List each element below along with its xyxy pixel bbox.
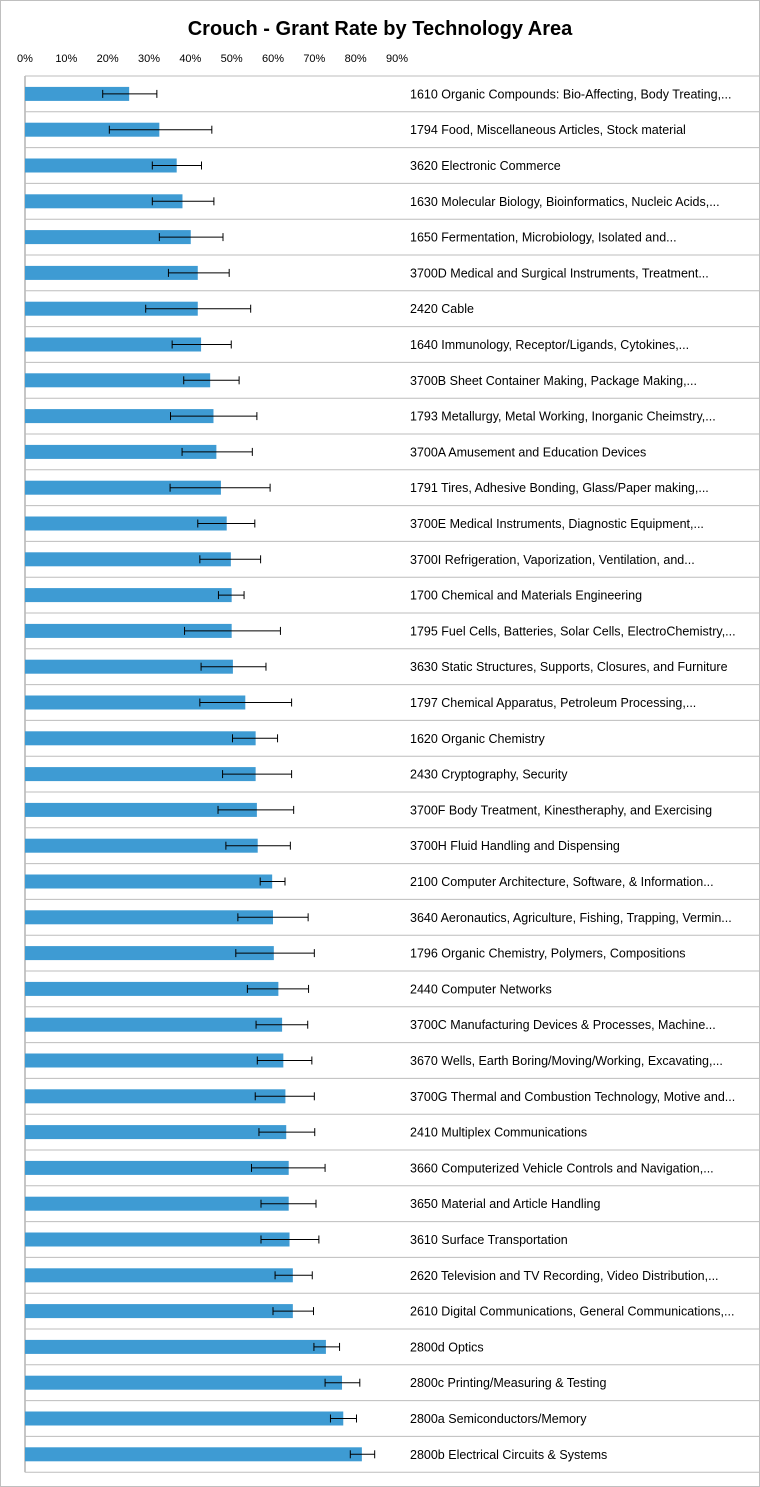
gridlines (24, 75, 759, 1473)
category-label: 3700C Manufacturing Devices & Processes,… (410, 1018, 716, 1032)
bar (25, 1196, 289, 1211)
category-label: 2420 Cable (410, 302, 474, 316)
category-label: 3640 Aeronautics, Agriculture, Fishing, … (410, 911, 732, 925)
x-tick-label: 50% (221, 53, 243, 65)
x-tick-label: 0% (17, 53, 33, 65)
bar (25, 480, 221, 495)
bar (25, 838, 258, 853)
bar (25, 444, 217, 459)
category-label: 1640 Immunology, Receptor/Ligands, Cytok… (410, 338, 689, 352)
bar (25, 1089, 286, 1104)
x-tick-label: 30% (138, 53, 160, 65)
bar (25, 1160, 289, 1175)
category-label: 2100 Computer Architecture, Software, & … (410, 875, 714, 889)
bar (25, 659, 233, 674)
bar (25, 1411, 344, 1426)
bar (25, 588, 232, 603)
category-label: 3700I Refrigeration, Vaporization, Venti… (410, 553, 695, 567)
bar (25, 767, 256, 782)
category-label: 3630 Static Structures, Supports, Closur… (410, 660, 728, 674)
bar (25, 265, 198, 280)
category-label: 1795 Fuel Cells, Batteries, Solar Cells,… (410, 624, 736, 638)
bar (25, 1375, 343, 1390)
bar (25, 802, 257, 817)
error-bars (102, 89, 376, 1459)
bar (25, 1053, 284, 1068)
x-tick-label: 70% (303, 53, 325, 65)
bar (25, 1339, 326, 1354)
category-label: 3700D Medical and Surgical Instruments, … (410, 266, 709, 280)
bar (25, 731, 256, 746)
category-label: 2800d Optics (410, 1340, 484, 1354)
bar (25, 301, 198, 316)
chart-title: Crouch - Grant Rate by Technology Area (188, 18, 573, 40)
category-label: 3620 Electronic Commerce (410, 159, 561, 173)
bar (25, 409, 214, 424)
bar (25, 1447, 362, 1462)
bar (25, 874, 273, 889)
bar (25, 373, 211, 388)
category-label: 1796 Organic Chemistry, Polymers, Compos… (410, 947, 686, 961)
category-label: 3700E Medical Instruments, Diagnostic Eq… (410, 517, 704, 531)
category-label: 3650 Material and Article Handling (410, 1197, 600, 1211)
category-label: 3700H Fluid Handling and Dispensing (410, 839, 620, 853)
category-label: 2620 Television and TV Recording, Video … (410, 1269, 719, 1283)
category-label: 3700F Body Treatment, Kinestheraphy, and… (410, 803, 712, 817)
category-label: 3700G Thermal and Combustion Technology,… (410, 1090, 735, 1104)
category-label: 2410 Multiplex Communications (410, 1126, 587, 1140)
bar (25, 337, 202, 352)
category-label: 1793 Metallurgy, Metal Working, Inorgani… (410, 410, 716, 424)
category-label: 2800c Printing/Measuring & Testing (410, 1376, 606, 1390)
x-tick-label: 80% (345, 53, 367, 65)
category-label: 1610 Organic Compounds: Bio-Affecting, B… (410, 87, 731, 101)
category-label: 1791 Tires, Adhesive Bonding, Glass/Pape… (410, 481, 709, 495)
category-label: 3610 Surface Transportation (410, 1233, 568, 1247)
bar (25, 1125, 287, 1140)
bar (25, 623, 232, 638)
bar (25, 1304, 293, 1319)
bar (25, 1268, 293, 1283)
category-label: 3700B Sheet Container Making, Package Ma… (410, 374, 697, 388)
category-label: 1794 Food, Miscellaneous Articles, Stock… (410, 123, 686, 137)
x-tick-label: 90% (386, 53, 408, 65)
category-label: 2610 Digital Communications, General Com… (410, 1305, 734, 1319)
category-label: 3660 Computerized Vehicle Controls and N… (410, 1161, 714, 1175)
category-label: 1797 Chemical Apparatus, Petroleum Proce… (410, 696, 696, 710)
category-label: 3700A Amusement and Education Devices (410, 445, 646, 459)
category-labels: 1610 Organic Compounds: Bio-Affecting, B… (410, 87, 736, 1461)
x-tick-label: 40% (179, 53, 201, 65)
bar (25, 194, 183, 209)
category-label: 1620 Organic Chemistry (410, 732, 546, 746)
bar (25, 122, 160, 137)
bar (25, 1017, 283, 1032)
bar (25, 1232, 290, 1247)
bar (25, 516, 227, 531)
bar (25, 910, 273, 925)
category-label: 2430 Cryptography, Security (410, 768, 568, 782)
category-label: 2440 Computer Networks (410, 982, 552, 996)
bar (25, 552, 231, 567)
category-label: 2800b Electrical Circuits & Systems (410, 1448, 607, 1462)
category-label: 1650 Fermentation, Microbiology, Isolate… (410, 231, 677, 245)
bar (25, 946, 274, 961)
category-label: 1700 Chemical and Materials Engineering (410, 589, 642, 603)
x-tick-label: 10% (55, 53, 77, 65)
category-label: 1630 Molecular Biology, Bioinformatics, … (410, 195, 720, 209)
x-axis-ticks: 0% 10% 20% 30% 40% 50% 60% 70% 80% 90% (17, 53, 408, 65)
bar (25, 158, 177, 173)
bar (25, 695, 246, 710)
bar (25, 981, 279, 996)
bars (25, 86, 362, 1462)
category-label: 3670 Wells, Earth Boring/Moving/Working,… (410, 1054, 723, 1068)
bar (25, 230, 191, 245)
x-tick-label: 60% (262, 53, 284, 65)
category-label: 2800a Semiconductors/Memory (410, 1412, 587, 1426)
x-tick-label: 20% (97, 53, 119, 65)
